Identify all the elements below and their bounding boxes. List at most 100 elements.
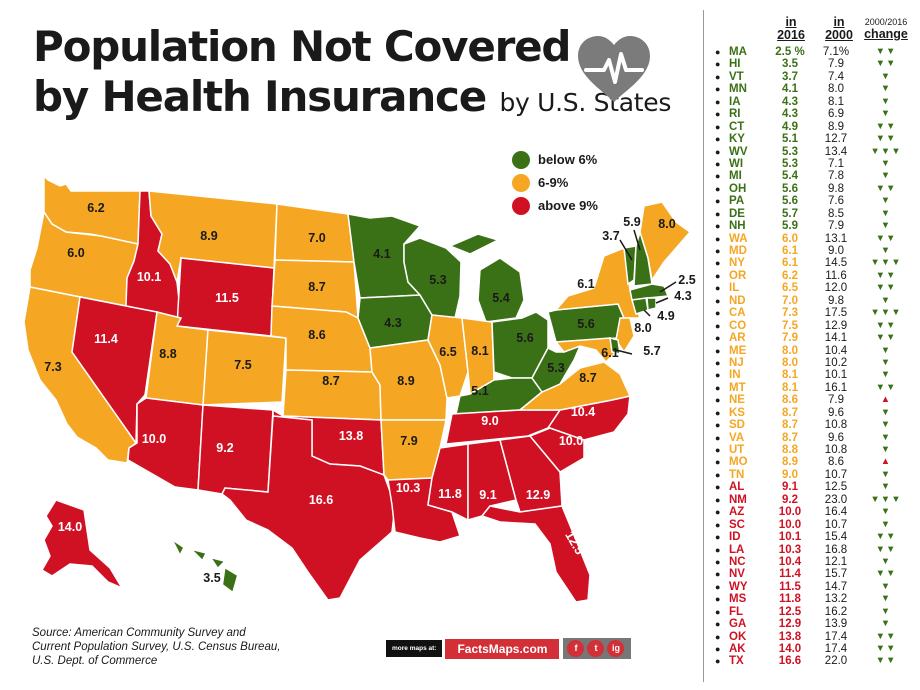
row-bullet: ● xyxy=(715,158,721,169)
decrease-arrow-icon: ▼▼ xyxy=(875,269,897,281)
decrease-arrow-icon: ▼ xyxy=(880,605,892,617)
decrease-arrow-icon: ▼▼ xyxy=(875,643,897,654)
facebook-icon[interactable]: f xyxy=(567,640,585,657)
value-2016: 8.9 xyxy=(782,456,798,469)
row-bullet: ● xyxy=(715,445,721,455)
map-label-ak: 14.0 xyxy=(58,520,82,534)
decrease-arrow-icon: ▼ xyxy=(880,406,892,418)
decrease-arrow-icon: ▼ xyxy=(880,369,892,381)
map-label-tx: 16.6 xyxy=(309,493,333,507)
value-2016: 8.7 xyxy=(782,406,798,419)
row-bullet: ● xyxy=(715,121,721,132)
state-value-labels: 6.2 6.0 7.3 10.1 11.4 8.9 11.5 8.8 7.5 10.0 9.2 7.0… xyxy=(44,201,695,585)
state-abbrev: AR xyxy=(729,332,746,345)
value-2016: 5.7 xyxy=(782,207,798,220)
value-2000: 9.8 xyxy=(828,182,844,195)
row-bullet: ● xyxy=(715,619,721,630)
map-label-pa: 5.6 xyxy=(577,317,594,331)
value-2000: 11.6 xyxy=(825,269,847,282)
row-bullet: ● xyxy=(715,333,721,344)
state-abbrev: ND xyxy=(729,294,746,307)
factsmaps-link[interactable]: FactsMaps.com xyxy=(445,638,560,659)
map-label-nc: 10.4 xyxy=(571,405,595,419)
twitter-icon[interactable]: t xyxy=(587,640,605,657)
row-bullet: ● xyxy=(715,594,721,605)
increase-arrow-icon: ▲ xyxy=(880,394,892,406)
map-label-in: 8.1 xyxy=(471,344,488,358)
state-CO xyxy=(202,329,287,406)
decrease-arrow-icon: ▼ xyxy=(880,518,892,530)
value-2016: 4.3 xyxy=(782,108,798,121)
decrease-arrow-icon: ▼ xyxy=(880,108,892,120)
decrease-arrow-icon: ▼ xyxy=(880,195,892,207)
state-abbrev: CA xyxy=(729,307,746,320)
value-2016: 6.0 xyxy=(782,232,798,245)
map-label-hi: 3.5 xyxy=(203,571,220,585)
map-label-az: 10.0 xyxy=(142,432,166,446)
row-bullet: ● xyxy=(715,656,721,667)
value-2000: 7.1% xyxy=(822,46,850,58)
value-2000: 10.4 xyxy=(824,344,848,357)
map-label-mo: 8.9 xyxy=(397,374,414,388)
state-abbrev: ME xyxy=(729,344,747,357)
decrease-arrow-icon: ▼▼▼ xyxy=(870,145,902,157)
decrease-arrow-icon: ▼ xyxy=(880,70,892,82)
row-bullet: ● xyxy=(715,370,721,381)
value-2000: 12.9 xyxy=(824,319,848,332)
row-bullet: ● xyxy=(715,96,721,107)
value-2016: 7.3 xyxy=(782,307,798,320)
decrease-arrow-icon: ▼ xyxy=(880,555,892,567)
value-2016: 11.4 xyxy=(779,568,801,581)
value-2016: 8.8 xyxy=(782,444,798,456)
state-abbrev: LA xyxy=(729,543,745,556)
map-label-md: 6.1 xyxy=(601,346,618,360)
row-bullet: ● xyxy=(715,308,721,319)
value-2000: 9.6 xyxy=(828,406,844,419)
state-abbrev: NY xyxy=(729,257,745,270)
decrease-arrow-icon: ▼▼ xyxy=(875,232,897,244)
value-2016: 8.1 xyxy=(782,369,798,382)
decrease-arrow-icon: ▼ xyxy=(880,580,892,592)
state-abbrev: OK xyxy=(729,630,747,643)
state-FL xyxy=(480,505,591,603)
value-2000: 9.8 xyxy=(828,294,844,307)
value-2016: 3.7 xyxy=(782,70,798,83)
header-2000-label: in 2000 xyxy=(825,15,853,42)
state-abbrev: MS xyxy=(729,593,747,606)
us-choropleth-map: 6.2 6.0 7.3 10.1 11.4 8.9 11.5 8.8 7.5 10.0 9.2 7.0… xyxy=(23,174,696,603)
value-2000: 12.5 xyxy=(824,481,848,494)
decrease-arrow-icon: ▼▼▼ xyxy=(870,307,902,319)
map-label-ca: 7.3 xyxy=(44,360,61,374)
map-label-nj: 8.0 xyxy=(634,321,651,335)
state-HI xyxy=(174,541,237,592)
value-2000: 10.8 xyxy=(824,444,848,456)
row-bullet: ● xyxy=(715,556,721,567)
decrease-arrow-icon: ▼▼ xyxy=(875,568,897,580)
instagram-icon[interactable]: ig xyxy=(607,640,625,657)
state-abbrev: NM xyxy=(729,493,747,506)
state-abbrev: MD xyxy=(729,245,747,257)
decrease-arrow-icon: ▼ xyxy=(880,506,892,518)
row-bullet: ● xyxy=(715,233,721,244)
value-2016: 4.3 xyxy=(782,95,798,108)
header-change: 2000/2016 change xyxy=(858,16,914,41)
state-RI xyxy=(646,297,657,311)
state-abbrev: NC xyxy=(729,555,746,568)
value-2000: 14.1 xyxy=(824,332,848,345)
row-bullet: ● xyxy=(715,146,721,157)
row-bullet: ● xyxy=(715,395,721,406)
value-2000: 12.7 xyxy=(824,133,848,146)
state-MI xyxy=(448,233,525,323)
table-divider xyxy=(703,10,704,682)
value-2016: 6.1 xyxy=(782,257,798,270)
state-abbrev: SC xyxy=(729,518,745,531)
map-label-ct: 4.9 xyxy=(657,309,674,323)
state-abbrev: NH xyxy=(729,220,746,233)
value-2016: 6.1 xyxy=(782,245,798,257)
decrease-arrow-icon: ▼ xyxy=(880,344,892,356)
value-2016: 13.8 xyxy=(778,630,802,643)
value-2016: 5.1 xyxy=(782,133,798,146)
row-bullet: ● xyxy=(715,258,721,269)
value-2016: 10.1 xyxy=(778,531,802,544)
value-2016: 10.0 xyxy=(778,518,802,531)
